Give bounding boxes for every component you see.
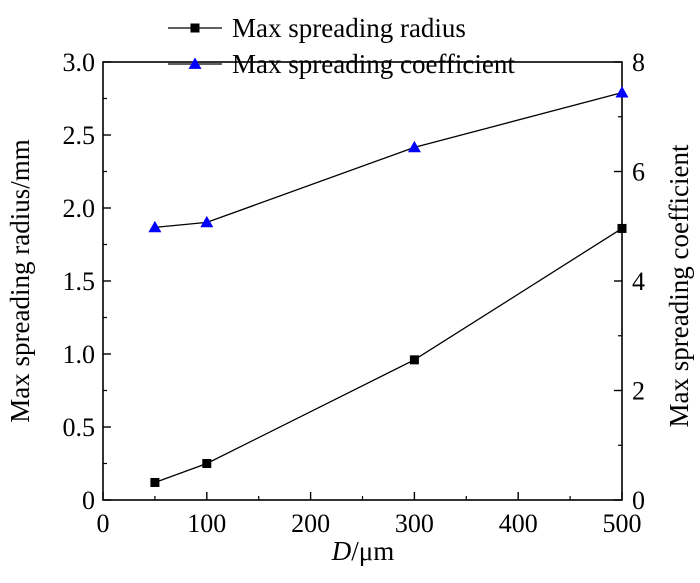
legend-item: Max spreading radius [168, 13, 466, 43]
x-tick-label: 200 [291, 509, 330, 538]
y-tick-label: 1.0 [63, 340, 96, 369]
y2-axis-ticks: 0 2 4 6 8 [614, 48, 645, 515]
legend-marker [188, 57, 202, 69]
x-tick-label: 0 [97, 509, 110, 538]
data-point [407, 140, 421, 153]
data-point [202, 459, 212, 468]
x-axis-title: D/μm [331, 536, 394, 566]
y-tick-label: 2.0 [63, 194, 96, 223]
legend-marker [190, 23, 200, 33]
data-point [617, 223, 627, 233]
x-tick-label: 100 [187, 509, 226, 538]
y-axis-title: Max spreading radius/mm [5, 139, 35, 422]
series-line [154, 92, 623, 228]
y2-axis-title: Max spreading coefficient [664, 144, 694, 427]
y-tick-label: 1.5 [63, 267, 96, 296]
y-axis-ticks: 0 0.5 1.0 1.5 2.0 2.5 3.0 [63, 48, 111, 515]
x-axis-title-unit: /μm [351, 536, 394, 566]
y-tick-label: 0.5 [63, 413, 96, 442]
series-layer [148, 86, 629, 487]
x-tick-label: 500 [603, 509, 642, 538]
y2-tick-label: 6 [632, 158, 645, 187]
data-point [150, 477, 160, 487]
y2-tick-label: 8 [632, 48, 645, 77]
data-point [148, 220, 162, 233]
data-point [615, 86, 629, 98]
x-axis-ticks: 0 100 200 300 400 500 [97, 492, 642, 538]
y-tick-label: 2.5 [63, 121, 96, 150]
y2-tick-label: 4 [632, 267, 645, 296]
y2-tick-label: 2 [632, 377, 645, 406]
data-point [409, 355, 419, 365]
legend-label: Max spreading radius [232, 13, 466, 43]
y2-tick-label: 0 [632, 486, 645, 515]
y-tick-label: 0 [82, 486, 95, 515]
x-tick-label: 400 [499, 509, 538, 538]
y-tick-label: 3.0 [63, 48, 96, 77]
x-axis-title-var: D [331, 536, 352, 566]
legend-item: Max spreading coefficient [168, 49, 515, 79]
x-tick-label: 300 [395, 509, 434, 538]
legend: Max spreading radius Max spreading coeffi… [168, 13, 515, 79]
plot-border [102, 61, 623, 501]
data-point [200, 215, 214, 228]
series-2 [148, 86, 629, 233]
series-line [154, 227, 623, 484]
legend-label: Max spreading coefficient [232, 49, 515, 79]
plot-frame [102, 61, 623, 501]
series-1 [150, 223, 627, 487]
